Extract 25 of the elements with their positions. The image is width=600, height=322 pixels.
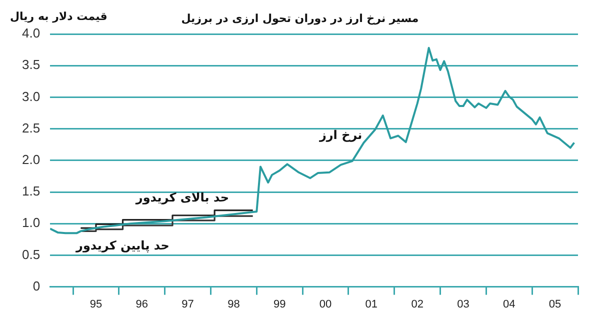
x-tick-label: 01: [365, 298, 378, 310]
y-tick-label: 2.5: [22, 120, 40, 136]
series-label: حد بالای کریدور: [134, 190, 230, 204]
series-label: نرخ ارز: [318, 128, 362, 142]
y-tick-label: 1.0: [22, 215, 40, 230]
y-tick-label: 0.5: [22, 246, 40, 262]
y-tick-label: 4.0: [22, 26, 40, 41]
y-tick-label: 0: [32, 278, 40, 294]
x-tick-label: 98: [228, 298, 240, 310]
x-tick-label: 04: [503, 298, 516, 310]
y-tick-label: 3.0: [22, 88, 40, 104]
y-tick-label: 2.0: [22, 152, 40, 167]
x-tick-label: 05: [548, 298, 562, 310]
y-tick-label: 3.5: [22, 57, 40, 72]
x-tick-label: 96: [136, 298, 148, 310]
x-tick-label: 02: [411, 298, 424, 310]
x-tick-label: 00: [319, 298, 332, 310]
chart-title: مسیر نرخ ارز در دوران تحول ارزی در برزیل: [181, 12, 419, 25]
x-tick-label: 97: [182, 298, 194, 310]
y-tick-label: 1.5: [22, 184, 40, 199]
x-tick-label: 95: [90, 298, 102, 310]
x-tick-label: 99: [273, 298, 286, 310]
y-axis-title: قیمت دلار به ریال: [10, 10, 108, 23]
x-tick-label: 03: [457, 298, 470, 310]
series-label: حد پایین کریدور: [75, 238, 170, 252]
